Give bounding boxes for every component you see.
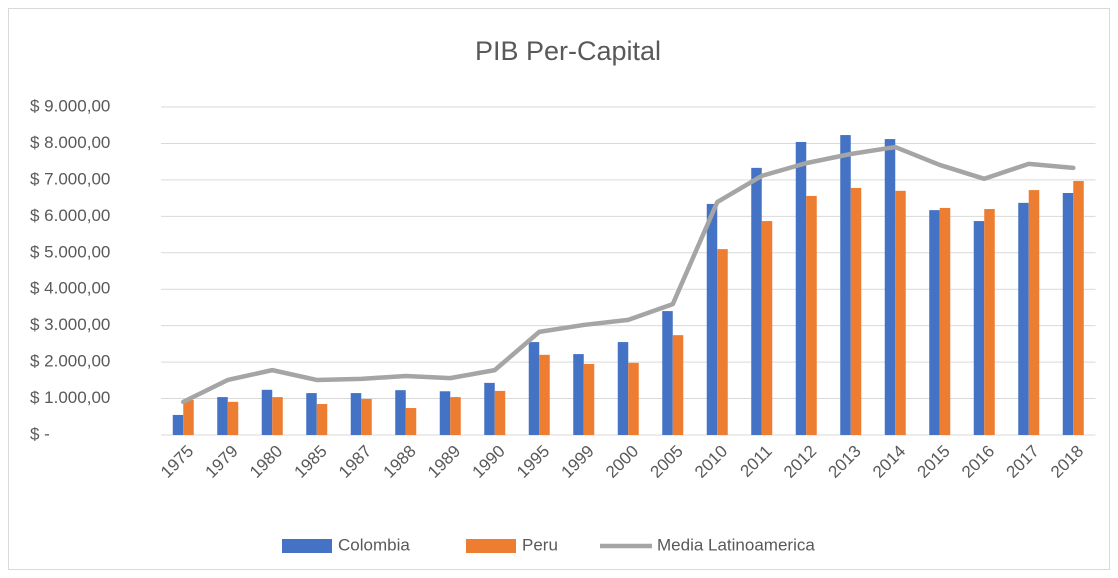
bar bbox=[939, 207, 951, 435]
bar bbox=[316, 404, 328, 435]
bar bbox=[539, 354, 550, 435]
legend-label: Peru bbox=[522, 535, 558, 554]
y-tick-label: $ 7.000,00 bbox=[30, 169, 110, 188]
bar bbox=[617, 342, 629, 435]
bar bbox=[806, 195, 817, 435]
bar bbox=[706, 203, 718, 435]
bar bbox=[261, 389, 273, 435]
bar bbox=[751, 167, 762, 435]
bar bbox=[884, 139, 896, 435]
bar bbox=[583, 363, 595, 435]
y-tick-label: $ 4.000,00 bbox=[30, 279, 110, 298]
bar bbox=[850, 187, 862, 435]
bar bbox=[528, 342, 540, 435]
bar bbox=[227, 401, 239, 435]
bar bbox=[840, 135, 851, 435]
bar bbox=[217, 397, 228, 435]
bar bbox=[405, 408, 417, 435]
y-tick-label: $ 1.000,00 bbox=[30, 388, 110, 407]
bar bbox=[494, 390, 506, 435]
bar bbox=[1028, 190, 1040, 435]
bar bbox=[1062, 193, 1074, 435]
y-tick-label: $ 6.000,00 bbox=[30, 206, 110, 225]
bar bbox=[1073, 180, 1084, 435]
bar bbox=[628, 362, 639, 435]
y-tick-label: $ 8.000,00 bbox=[30, 133, 110, 152]
y-tick-label: $ 5.000,00 bbox=[30, 242, 110, 261]
bar bbox=[717, 249, 728, 435]
y-tick-label: $ 9.000,00 bbox=[30, 96, 110, 115]
bar bbox=[984, 209, 995, 435]
bar bbox=[361, 398, 372, 435]
bar bbox=[272, 397, 283, 435]
bar bbox=[761, 221, 773, 435]
bar bbox=[795, 141, 807, 435]
bar bbox=[439, 391, 451, 435]
bar bbox=[973, 221, 985, 435]
bar bbox=[573, 354, 584, 435]
y-tick-label: $ 3.000,00 bbox=[30, 315, 110, 334]
bar bbox=[172, 414, 184, 435]
bar bbox=[183, 400, 194, 435]
legend-swatch bbox=[282, 539, 332, 553]
y-tick-label: $ - bbox=[30, 424, 50, 443]
chart-title: PIB Per-Capital bbox=[475, 36, 661, 66]
bar bbox=[929, 210, 940, 435]
line bbox=[181, 144, 1076, 405]
y-tick-label: $ 2.000,00 bbox=[30, 352, 110, 371]
bar bbox=[306, 393, 317, 435]
bar bbox=[1018, 202, 1029, 435]
legend-swatch bbox=[466, 539, 516, 553]
legend-label: Media Latinoamerica bbox=[657, 535, 815, 554]
bar bbox=[662, 311, 673, 435]
bar bbox=[484, 382, 495, 435]
bar bbox=[350, 393, 362, 435]
bar bbox=[895, 190, 906, 435]
legend-label: Colombia bbox=[338, 535, 410, 554]
bar bbox=[395, 390, 406, 435]
bar bbox=[450, 397, 461, 435]
bar bbox=[672, 335, 684, 435]
